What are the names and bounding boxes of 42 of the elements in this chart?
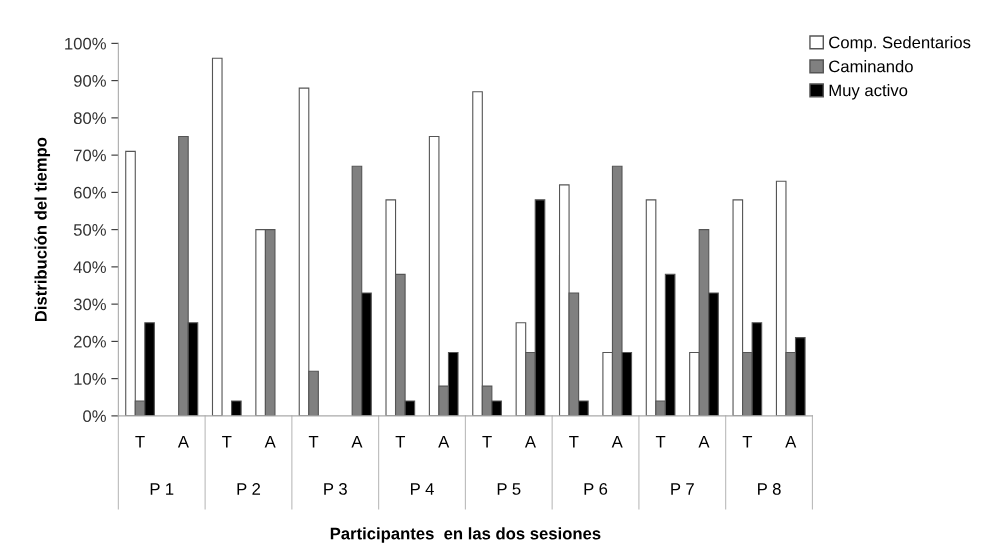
x-tick-label: A xyxy=(524,435,536,448)
y-tick-label: 60% xyxy=(74,186,106,199)
y-tick-label: 20% xyxy=(74,335,106,348)
y-tick-label: 70% xyxy=(74,149,106,162)
legend-label: Muy activo xyxy=(829,84,908,100)
text: P 8 xyxy=(758,483,781,495)
x-tick-label: A xyxy=(264,435,276,448)
y-axis-title: Distribución del tiempo xyxy=(34,137,51,322)
y-tick-label: 40% xyxy=(73,261,106,274)
x-tick-label: T xyxy=(222,435,232,448)
bar xyxy=(231,400,242,416)
y-tick-label: 0% xyxy=(83,410,106,423)
x-tick-label: A xyxy=(698,435,710,448)
text: P 1 xyxy=(150,483,174,495)
legend-label: Caminando xyxy=(829,60,913,73)
y-tick-label: 30% xyxy=(73,298,106,311)
y-tick-label: 100% xyxy=(65,37,106,50)
text: P 2 xyxy=(237,483,261,495)
text: P 7 xyxy=(671,483,694,495)
y-tick-label: 90% xyxy=(73,75,106,87)
x-tick-label: T xyxy=(742,435,753,448)
x-tick-label: T xyxy=(569,435,579,448)
x-tick-label: T xyxy=(482,435,492,448)
x-tick-label: A xyxy=(438,435,450,448)
x-tick-label: T xyxy=(655,435,666,448)
x-tick-label: T xyxy=(308,435,319,448)
x-tick-label: A xyxy=(785,435,797,448)
bar xyxy=(211,57,223,416)
legend-label: Comp. Sedentarios xyxy=(829,36,971,52)
text: P 6 xyxy=(584,483,608,495)
text: P 4 xyxy=(411,483,434,495)
x-tick-label: A xyxy=(611,435,623,448)
x-axis-title: Participantes en las dos sesiones xyxy=(330,527,601,543)
y-tick-label: 10% xyxy=(74,373,106,385)
text: P 3 xyxy=(324,483,347,495)
x-tick-label: A xyxy=(177,435,189,448)
y-tick-label: 80% xyxy=(73,112,106,125)
text: P 5 xyxy=(497,483,521,495)
x-tick-label: A xyxy=(351,435,363,448)
x-tick-label: T xyxy=(135,435,145,448)
y-tick-label: 50% xyxy=(73,224,106,236)
x-tick-label: T xyxy=(395,435,406,448)
